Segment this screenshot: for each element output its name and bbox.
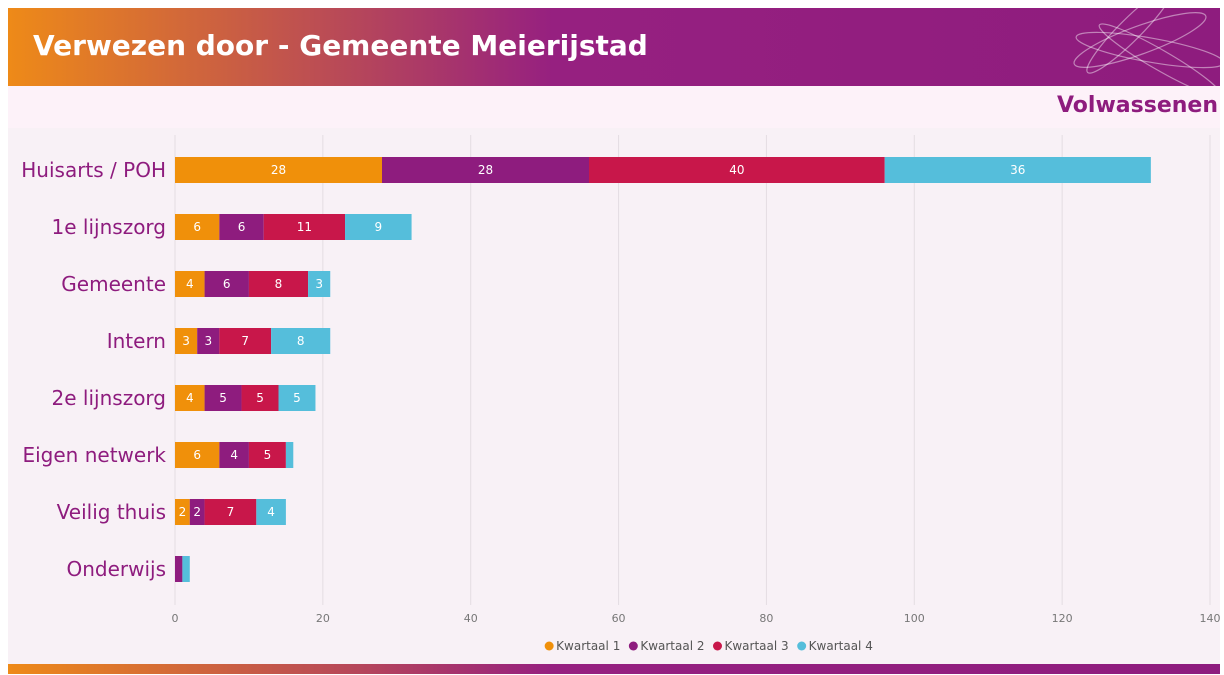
- x-tick-label: 40: [464, 612, 478, 625]
- legend-marker: [629, 642, 638, 651]
- data-label: 6: [238, 220, 246, 234]
- data-label: 28: [478, 163, 493, 177]
- x-tick-label: 140: [1200, 612, 1221, 625]
- data-label: 6: [193, 448, 201, 462]
- chart: Verwezen door - Gemeente Meierijstad Vol…: [0, 0, 1224, 675]
- data-label: 5: [293, 391, 301, 405]
- data-label: 40: [729, 163, 744, 177]
- y-tick-label: Onderwijs: [66, 557, 166, 581]
- data-label: 8: [275, 277, 283, 291]
- data-label: 11: [297, 220, 312, 234]
- y-tick-label: Eigen netwerk: [22, 443, 166, 467]
- data-label: 3: [315, 277, 323, 291]
- legend-label: Kwartaal 3: [725, 639, 789, 653]
- data-label: 4: [230, 448, 238, 462]
- data-label: 28: [271, 163, 286, 177]
- legend-marker: [545, 642, 554, 651]
- data-label: 4: [267, 505, 275, 519]
- data-label: 2: [193, 505, 201, 519]
- data-label: 7: [227, 505, 235, 519]
- y-tick-label: Intern: [107, 329, 166, 353]
- chart-title: Verwezen door - Gemeente Meierijstad: [33, 29, 648, 62]
- data-label: 9: [374, 220, 382, 234]
- x-tick-label: 20: [316, 612, 330, 625]
- x-tick-label: 60: [612, 612, 626, 625]
- data-label: 8: [297, 334, 305, 348]
- chart-subtitle: Volwassenen: [1057, 93, 1218, 118]
- legend-marker: [797, 642, 806, 651]
- data-label: 5: [256, 391, 264, 405]
- bar-segment: [286, 442, 293, 468]
- legend-marker: [713, 642, 722, 651]
- data-label: 4: [186, 277, 194, 291]
- y-tick-label: Veilig thuis: [57, 500, 166, 524]
- data-label: 3: [182, 334, 190, 348]
- data-label: 6: [223, 277, 231, 291]
- y-tick-label: Huisarts / POH: [21, 158, 166, 182]
- data-label: 5: [219, 391, 227, 405]
- data-label: 7: [241, 334, 249, 348]
- data-label: 4: [186, 391, 194, 405]
- footer-band: [8, 664, 1220, 674]
- data-label: 3: [204, 334, 212, 348]
- data-label: 6: [193, 220, 201, 234]
- y-tick-label: Gemeente: [61, 272, 166, 296]
- legend-label: Kwartaal 2: [640, 639, 704, 653]
- page: Verwezen door - Gemeente Meierijstad Vol…: [0, 0, 1224, 675]
- bar-segment: [182, 556, 189, 582]
- subheader-band: [8, 86, 1220, 128]
- legend-label: Kwartaal 4: [809, 639, 873, 653]
- x-tick-label: 0: [172, 612, 179, 625]
- x-tick-label: 80: [759, 612, 773, 625]
- y-tick-label: 1e lijnszorg: [52, 215, 166, 239]
- data-label: 36: [1010, 163, 1025, 177]
- data-label: 5: [264, 448, 272, 462]
- x-tick-label: 120: [1052, 612, 1073, 625]
- bar-segment: [175, 556, 182, 582]
- y-tick-label: 2e lijnszorg: [52, 386, 166, 410]
- legend-label: Kwartaal 1: [556, 639, 620, 653]
- data-label: 2: [179, 505, 187, 519]
- x-tick-label: 100: [904, 612, 925, 625]
